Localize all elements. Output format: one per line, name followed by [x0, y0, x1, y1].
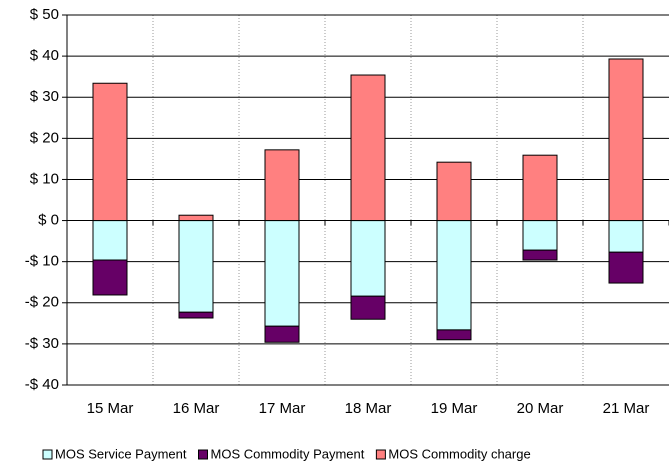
y-tick-label: $ 30: [30, 88, 59, 105]
bar-segment: [92, 220, 128, 261]
bar-segment: [92, 82, 128, 222]
bar-segment: [608, 58, 644, 222]
bar-segment: [522, 220, 558, 251]
y-tick-label: -$ 10: [25, 253, 59, 270]
legend-swatch: [198, 449, 208, 460]
bar-segment: [522, 154, 558, 222]
y-tick-label: -$ 30: [25, 335, 59, 352]
legend-label: MOS Service Payment: [55, 446, 187, 461]
y-tick-label: -$ 40: [25, 376, 59, 393]
x-tick-label: 15 Mar: [87, 400, 134, 417]
x-tick-label: 20 Mar: [517, 400, 564, 417]
bar-segment: [264, 149, 300, 222]
y-tick-label: $ 40: [30, 47, 59, 64]
legend-label: MOS Commodity Payment: [211, 446, 365, 461]
legend-label: MOS Commodity charge: [388, 446, 530, 461]
x-tick-label: 19 Mar: [431, 400, 478, 417]
bar-segment: [350, 295, 386, 320]
bar-segment: [178, 311, 214, 319]
x-tick-label: 18 Mar: [345, 400, 392, 417]
bar-segment: [436, 161, 472, 222]
x-tick-label: 17 Mar: [259, 400, 306, 417]
bar-segment: [350, 220, 386, 297]
bar-segment: [178, 214, 214, 222]
bar-segment: [178, 220, 214, 313]
bar-segment: [92, 259, 128, 296]
bar-segment: [608, 251, 644, 284]
y-tick-label: $ 20: [30, 129, 59, 146]
bar-segment: [264, 220, 300, 327]
y-tick-label: $ 50: [30, 6, 59, 23]
bar-segment: [350, 74, 386, 222]
bar-segment: [608, 220, 644, 253]
bar-segment: [436, 329, 472, 341]
x-tick-label: 21 Mar: [603, 400, 650, 417]
y-tick-label: $ 0: [38, 212, 59, 229]
x-tick-label: 16 Mar: [173, 400, 220, 417]
bar-segment: [436, 220, 472, 331]
y-tick-label: $ 10: [30, 170, 59, 187]
bar-segment: [264, 325, 300, 343]
y-tick-label: -$ 20: [25, 294, 59, 311]
legend-swatch: [375, 449, 386, 460]
bar-segment: [522, 249, 558, 261]
legend-swatch: [42, 449, 53, 460]
